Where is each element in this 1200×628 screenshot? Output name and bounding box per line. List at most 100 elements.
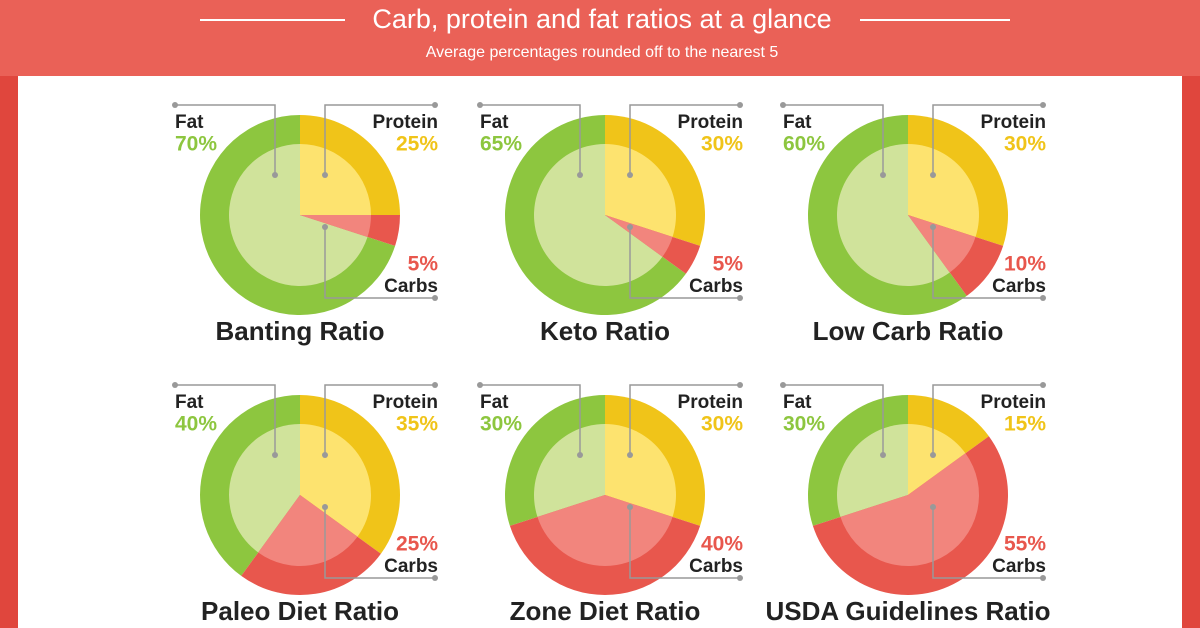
connector-dot [432, 295, 438, 301]
title: Carb, protein and fat ratios at a glance [372, 4, 831, 34]
category-label: Carbs [384, 556, 438, 577]
header-band [0, 0, 1200, 76]
category-label: Fat [480, 112, 509, 133]
connector-dot [322, 172, 328, 178]
connector [932, 384, 1043, 455]
value-label: 60% [783, 133, 825, 156]
category-label: Fat [783, 392, 812, 413]
connector [629, 384, 740, 455]
connector [480, 104, 581, 175]
category-label: Fat [480, 392, 509, 413]
value-label: 30% [701, 133, 743, 156]
pie-slice-inner [533, 423, 605, 517]
value-label: 30% [480, 413, 522, 436]
connector-dot [780, 382, 786, 388]
connector-dot [930, 224, 936, 230]
value-label: 30% [701, 413, 743, 436]
connector-dot [477, 102, 483, 108]
connector-dot [627, 452, 633, 458]
connector-dot [477, 382, 483, 388]
connector-dot [577, 172, 583, 178]
category-label: Fat [175, 392, 204, 413]
connector [324, 227, 435, 299]
chart-title: Banting Ratio [216, 316, 385, 346]
connector-dot [737, 102, 743, 108]
pie-slice-inner [605, 424, 676, 517]
connector [932, 507, 1043, 579]
chart-title: Keto Ratio [540, 316, 670, 346]
connector-dot [737, 382, 743, 388]
connector-dot [432, 102, 438, 108]
pie-slice-inner [836, 144, 950, 286]
value-label: 70% [175, 133, 217, 156]
connector [324, 384, 435, 455]
value-label: 35% [396, 413, 438, 436]
value-label: 40% [175, 413, 217, 436]
category-label: Protein [678, 112, 743, 133]
connector [324, 104, 435, 175]
category-label: Carbs [689, 556, 743, 577]
pie-slice-inner [908, 215, 976, 273]
category-label: Carbs [689, 276, 743, 297]
category-label: Protein [981, 392, 1046, 413]
category-label: Carbs [992, 276, 1046, 297]
connector [932, 104, 1043, 175]
connector [783, 104, 884, 175]
connector-dot [272, 172, 278, 178]
connector-dot [737, 575, 743, 581]
category-label: Carbs [992, 556, 1046, 577]
chart-title: USDA Guidelines Ratio [765, 596, 1050, 626]
pie-slice-inner [908, 424, 966, 495]
value-label: 30% [1004, 133, 1046, 156]
connector [783, 384, 884, 455]
connector-dot [780, 102, 786, 108]
chart-title: Zone Diet Ratio [510, 596, 701, 626]
connector-dot [322, 504, 328, 510]
connector-dot [930, 452, 936, 458]
pie-slice-inner [605, 215, 673, 257]
connector-dot [172, 382, 178, 388]
connector-dot [737, 295, 743, 301]
connector-dot [880, 172, 886, 178]
connector-dot [627, 504, 633, 510]
connector-dot [627, 224, 633, 230]
connector-dot [577, 452, 583, 458]
pie-slice-inner [229, 144, 368, 286]
pie-slice-inner [258, 495, 358, 566]
connector-dot [432, 382, 438, 388]
value-label: 10% [1004, 253, 1046, 276]
connector-dot [930, 504, 936, 510]
category-label: Fat [175, 112, 204, 133]
connector-dot [880, 452, 886, 458]
connector [629, 104, 740, 175]
pie-slice-inner [229, 423, 300, 553]
value-label: 25% [396, 533, 438, 556]
category-label: Protein [981, 112, 1046, 133]
value-label: 40% [701, 533, 743, 556]
pie-slice-inner [300, 424, 371, 537]
connector-dot [930, 172, 936, 178]
connector-dot [432, 575, 438, 581]
connector-dot [1040, 382, 1046, 388]
value-label: 65% [480, 133, 522, 156]
pie-slice-inner [300, 144, 371, 215]
category-label: Fat [783, 112, 812, 133]
connector [932, 227, 1043, 299]
connector-dot [322, 452, 328, 458]
connector-dot [627, 172, 633, 178]
chart-title: Low Carb Ratio [813, 316, 1004, 346]
connector [175, 104, 276, 175]
value-label: 55% [1004, 533, 1046, 556]
connector-dot [272, 452, 278, 458]
pie-slice-inner [605, 144, 676, 237]
pie-slice-inner [300, 215, 371, 237]
category-label: Carbs [384, 276, 438, 297]
pie-slice-inner [537, 495, 673, 566]
value-label: 15% [1004, 413, 1046, 436]
connector [480, 384, 581, 455]
chart-title: Paleo Diet Ratio [201, 596, 399, 626]
connector [175, 384, 276, 455]
connector [629, 227, 740, 299]
connector-dot [172, 102, 178, 108]
